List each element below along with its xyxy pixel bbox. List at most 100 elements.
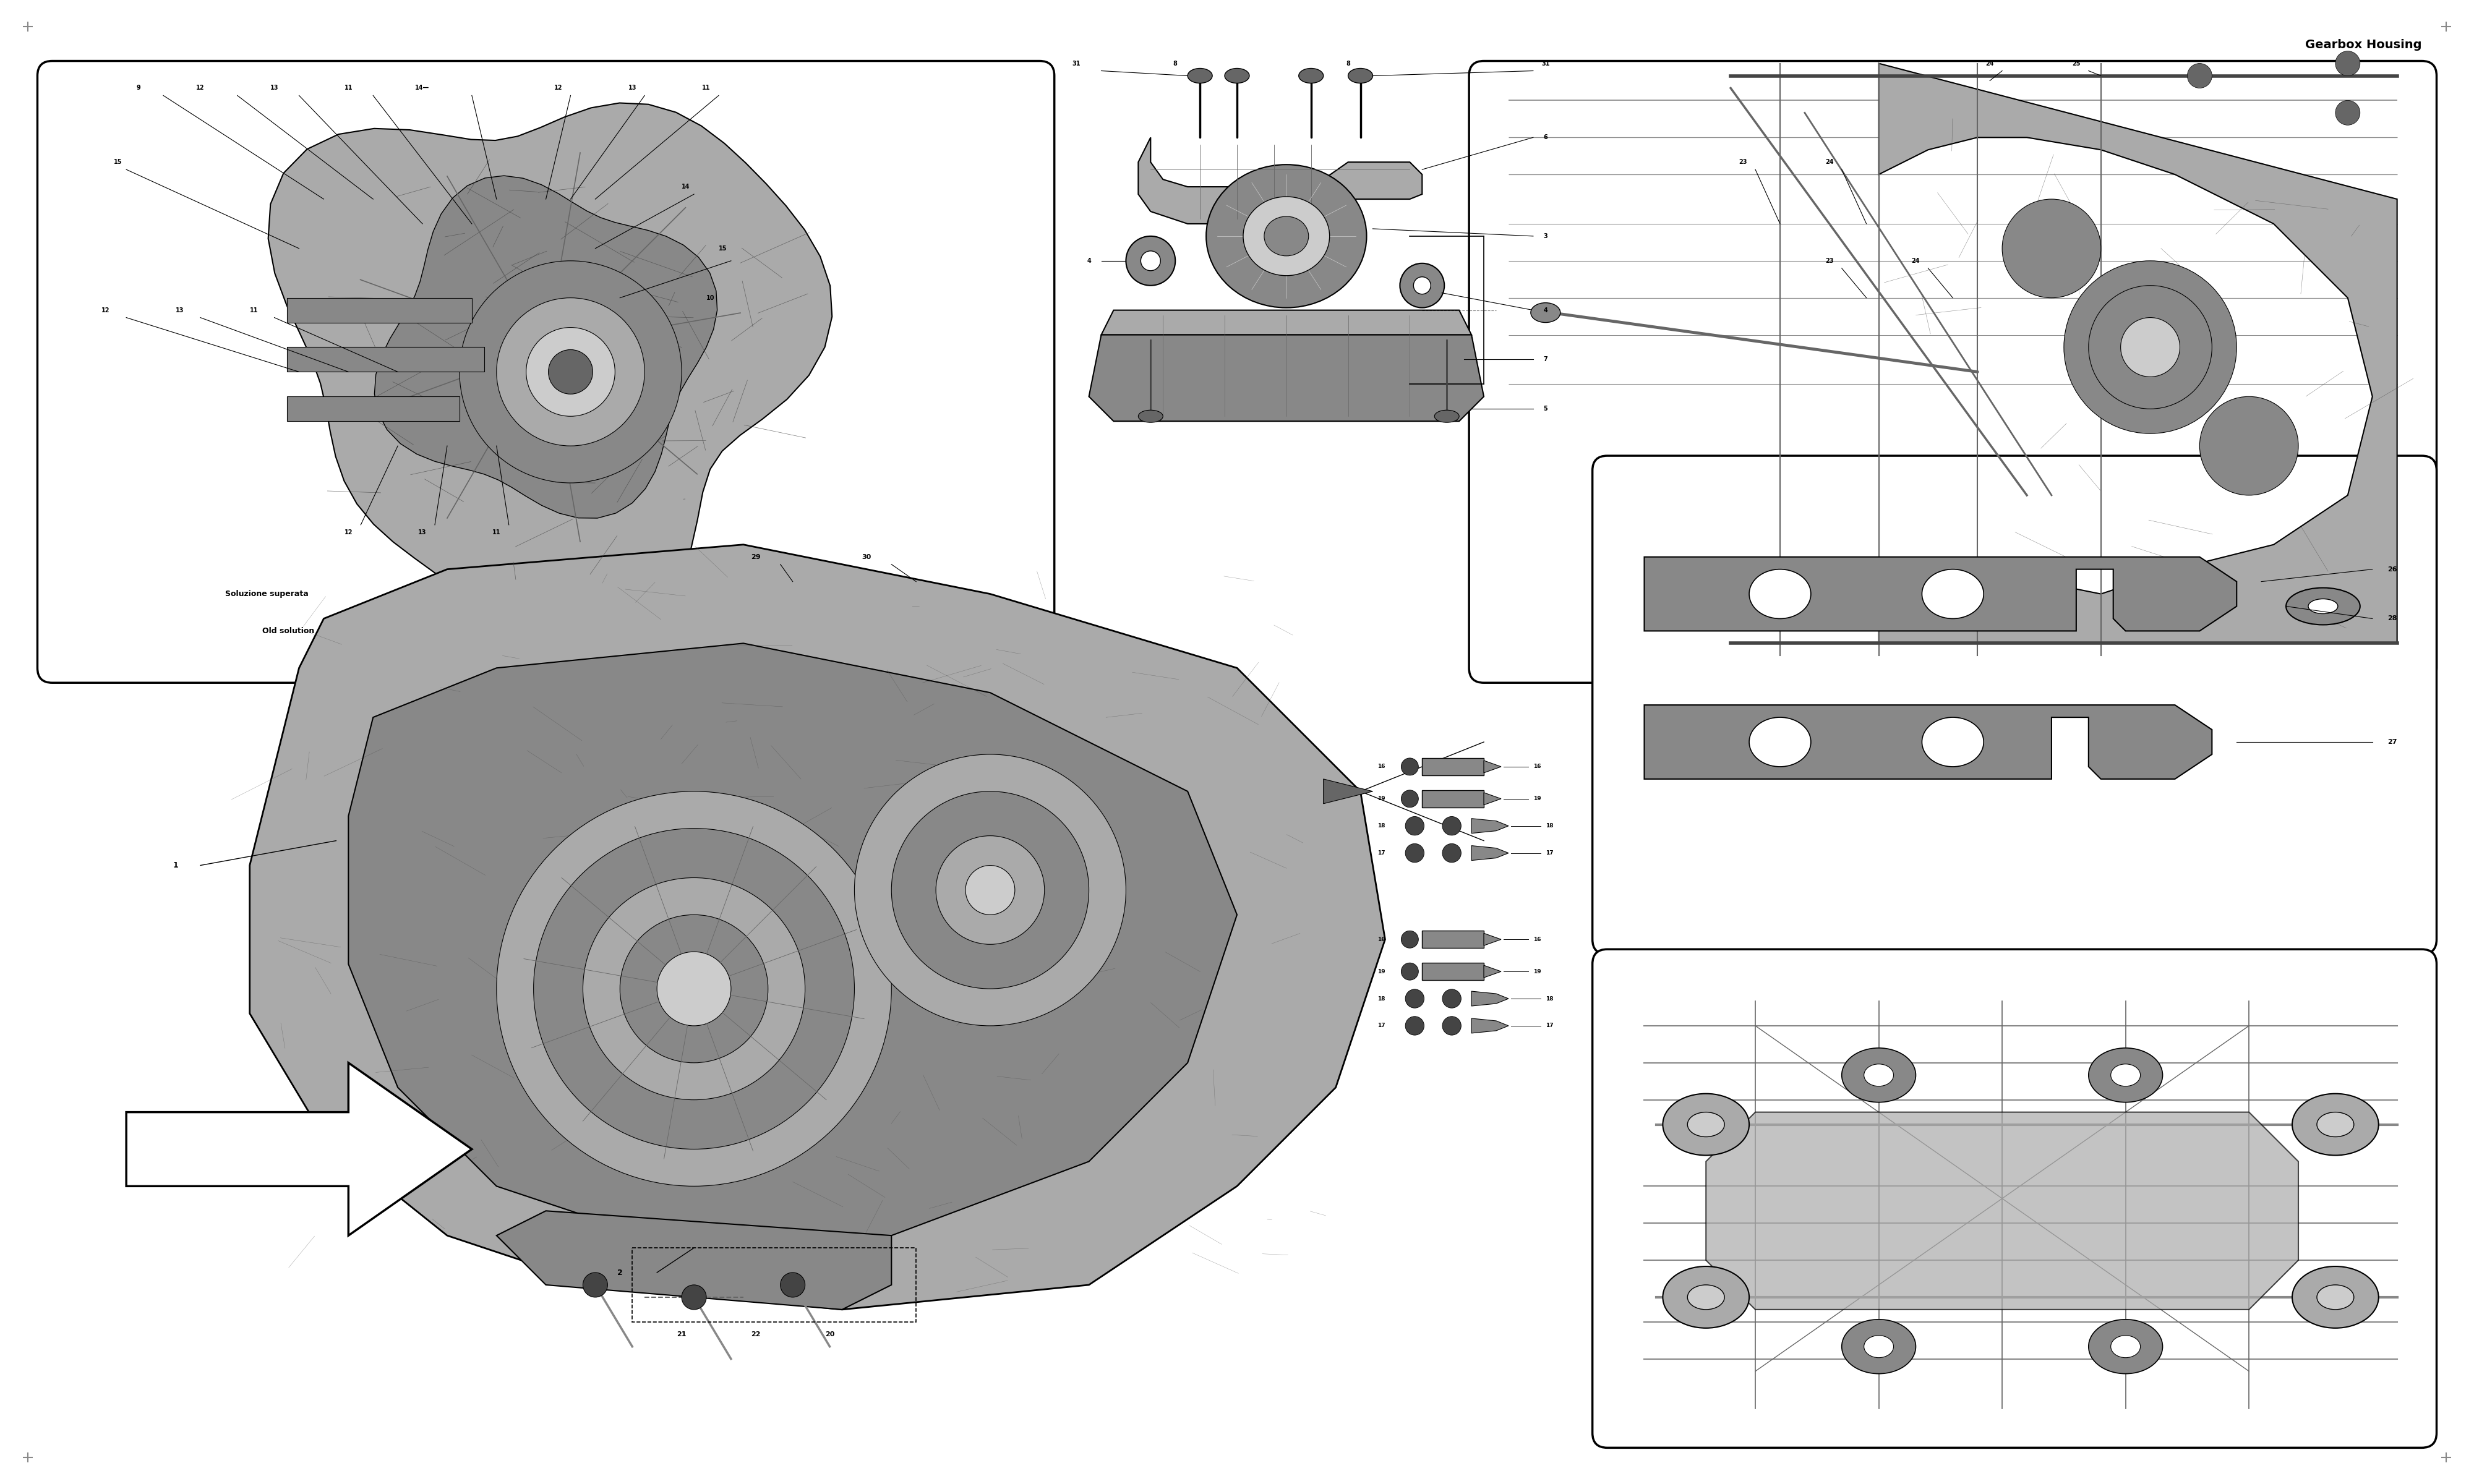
- Ellipse shape: [1749, 717, 1811, 767]
- Ellipse shape: [1242, 197, 1329, 276]
- Text: 17: 17: [1546, 850, 1554, 856]
- Ellipse shape: [2088, 1048, 2162, 1103]
- Ellipse shape: [1207, 165, 1366, 307]
- Text: 12: 12: [101, 307, 109, 313]
- Circle shape: [854, 754, 1126, 1025]
- Ellipse shape: [1749, 570, 1811, 619]
- Polygon shape: [1472, 819, 1509, 834]
- Circle shape: [658, 951, 730, 1025]
- Text: Old solution: Old solution: [262, 626, 314, 635]
- Polygon shape: [126, 1063, 473, 1236]
- Text: 18: 18: [1378, 824, 1385, 828]
- Polygon shape: [287, 298, 473, 322]
- Text: 12: 12: [344, 530, 354, 536]
- Circle shape: [2001, 199, 2100, 298]
- Text: 10: 10: [705, 295, 715, 301]
- Circle shape: [2187, 64, 2212, 88]
- Polygon shape: [1138, 138, 1423, 224]
- Polygon shape: [497, 1211, 891, 1309]
- Ellipse shape: [1413, 278, 1430, 294]
- Circle shape: [1400, 758, 1418, 775]
- Circle shape: [527, 328, 616, 417]
- Text: 17: 17: [1378, 1022, 1385, 1028]
- Polygon shape: [267, 102, 831, 649]
- Text: 4: 4: [1544, 307, 1549, 313]
- Text: 2: 2: [616, 1269, 623, 1276]
- Text: 11: 11: [250, 307, 257, 313]
- Ellipse shape: [1435, 410, 1460, 423]
- Polygon shape: [287, 396, 460, 421]
- Ellipse shape: [2286, 588, 2360, 625]
- Polygon shape: [1645, 556, 2236, 631]
- Polygon shape: [1423, 930, 1484, 948]
- Polygon shape: [1484, 965, 1502, 978]
- Text: 11: 11: [703, 85, 710, 91]
- Text: 7: 7: [1544, 356, 1549, 362]
- Polygon shape: [1472, 846, 1509, 861]
- Text: 17: 17: [1378, 850, 1385, 856]
- Circle shape: [460, 261, 683, 482]
- Circle shape: [2335, 50, 2360, 76]
- Text: 25: 25: [2073, 61, 2081, 67]
- Ellipse shape: [1400, 263, 1445, 307]
- Text: 9: 9: [136, 85, 141, 91]
- Circle shape: [683, 1285, 705, 1309]
- Text: 18: 18: [1378, 996, 1385, 1002]
- Circle shape: [1405, 990, 1425, 1008]
- Text: 18: 18: [1546, 996, 1554, 1002]
- Text: 24: 24: [1826, 159, 1833, 165]
- Polygon shape: [1101, 310, 1472, 335]
- Ellipse shape: [2308, 600, 2338, 614]
- Text: 31: 31: [1541, 61, 1549, 67]
- Circle shape: [1400, 930, 1418, 948]
- Circle shape: [935, 835, 1044, 944]
- Text: 14—: 14—: [416, 85, 430, 91]
- Text: Soluzione superata: Soluzione superata: [225, 591, 309, 598]
- Text: 24: 24: [1912, 258, 1920, 264]
- Ellipse shape: [1663, 1094, 1749, 1156]
- Text: 8: 8: [1173, 61, 1178, 67]
- Ellipse shape: [1922, 570, 1984, 619]
- FancyBboxPatch shape: [1470, 61, 2437, 683]
- Text: 8: 8: [1346, 61, 1351, 67]
- Circle shape: [1405, 1017, 1425, 1036]
- Polygon shape: [250, 545, 1385, 1309]
- Ellipse shape: [1863, 1336, 1893, 1358]
- Text: 3: 3: [1544, 233, 1549, 239]
- Ellipse shape: [1663, 1266, 1749, 1328]
- Text: 27: 27: [2387, 739, 2397, 745]
- Text: 11: 11: [344, 85, 354, 91]
- Circle shape: [2088, 285, 2212, 410]
- Text: 22: 22: [752, 1331, 760, 1337]
- Ellipse shape: [1188, 68, 1212, 83]
- Text: 14: 14: [683, 184, 690, 190]
- Text: 16: 16: [1534, 764, 1541, 770]
- Ellipse shape: [1922, 717, 1984, 767]
- FancyBboxPatch shape: [37, 61, 1054, 683]
- Ellipse shape: [2293, 1266, 2378, 1328]
- Polygon shape: [1324, 779, 1373, 804]
- Text: 16: 16: [1534, 936, 1541, 942]
- Circle shape: [1442, 816, 1462, 835]
- Ellipse shape: [1264, 217, 1309, 255]
- Circle shape: [2335, 101, 2360, 125]
- Text: 24: 24: [1987, 61, 1994, 67]
- Text: 5: 5: [1544, 405, 1549, 413]
- Text: 13: 13: [628, 85, 636, 91]
- Text: 21: 21: [678, 1331, 685, 1337]
- Circle shape: [1400, 963, 1418, 979]
- Circle shape: [1442, 844, 1462, 862]
- Text: 13: 13: [176, 307, 183, 313]
- Text: 19: 19: [1378, 795, 1385, 801]
- Circle shape: [1442, 990, 1462, 1008]
- Ellipse shape: [1299, 68, 1324, 83]
- Ellipse shape: [1841, 1048, 1915, 1103]
- Ellipse shape: [1841, 1319, 1915, 1374]
- Ellipse shape: [2316, 1112, 2353, 1137]
- Ellipse shape: [1863, 1064, 1893, 1086]
- Text: 19: 19: [1534, 969, 1541, 975]
- Text: 20: 20: [824, 1331, 834, 1337]
- Text: 23: 23: [1739, 159, 1747, 165]
- Ellipse shape: [1141, 251, 1160, 270]
- Polygon shape: [1089, 335, 1484, 421]
